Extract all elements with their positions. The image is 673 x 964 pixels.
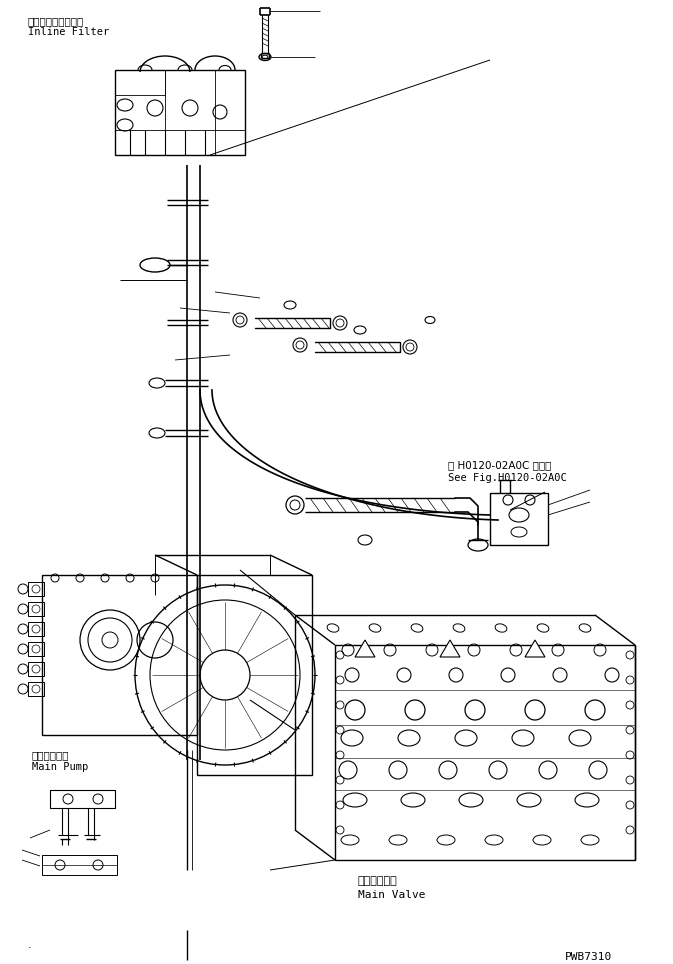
Text: Inline Filter: Inline Filter	[28, 27, 109, 37]
Bar	[50, 790, 115, 808]
Bar	[197, 575, 312, 775]
Text: インラインフィルタ: インラインフィルタ	[28, 16, 84, 26]
Bar	[28, 582, 44, 596]
Bar	[28, 662, 44, 676]
Polygon shape	[355, 640, 375, 657]
Text: .: .	[28, 940, 32, 950]
Text: Main Valve: Main Valve	[358, 890, 425, 900]
Text: メインポンプ: メインポンプ	[32, 750, 69, 760]
Text: メインバルブ: メインバルブ	[358, 876, 398, 886]
Bar	[28, 642, 44, 656]
Text: Main Pump: Main Pump	[32, 762, 88, 772]
Polygon shape	[440, 640, 460, 657]
Text: 第 H0120-02A0C 図参照: 第 H0120-02A0C 図参照	[448, 460, 551, 470]
Bar	[335, 645, 635, 860]
Bar	[42, 575, 197, 735]
Bar	[115, 70, 245, 155]
Bar	[490, 493, 548, 545]
Bar	[28, 622, 44, 636]
Text: See Fig.H0120-02A0C: See Fig.H0120-02A0C	[448, 473, 567, 483]
Bar	[42, 855, 117, 875]
Text: PWB7310: PWB7310	[565, 952, 612, 962]
Bar	[28, 682, 44, 696]
Bar	[28, 602, 44, 616]
Polygon shape	[525, 640, 545, 657]
